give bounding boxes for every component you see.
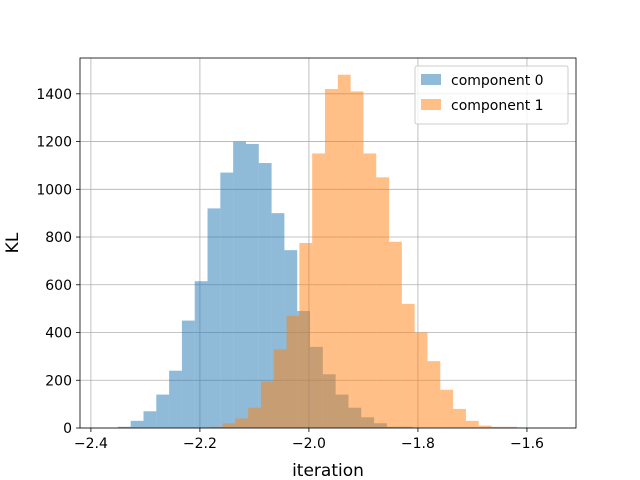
histogram-bar [286, 315, 300, 428]
histogram-bar [312, 153, 325, 429]
histogram-bar [117, 426, 131, 428]
legend-label: component 1 [451, 98, 544, 114]
x-tick-label: −1.8 [401, 436, 435, 452]
histogram-bar [478, 425, 492, 428]
histogram-bar [350, 91, 364, 429]
histogram-bar [156, 394, 170, 428]
y-tick-label: 800 [45, 230, 72, 246]
histogram-bar [169, 370, 182, 428]
histogram-bar [273, 349, 287, 428]
histogram-bar [233, 141, 246, 429]
histogram-bar [248, 407, 261, 428]
x-tick-label: −2.0 [292, 436, 326, 452]
histogram-bar [130, 420, 144, 428]
histogram-bar [414, 332, 428, 428]
histogram-bar [258, 163, 272, 428]
y-tick-label: 600 [45, 278, 72, 294]
histogram-bars [117, 74, 518, 429]
histogram-bar [504, 426, 518, 428]
legend-box [414, 65, 569, 125]
histogram-bar [235, 418, 249, 428]
histogram-bar [389, 241, 402, 428]
histogram-bar [143, 411, 157, 428]
histogram-bar [465, 420, 479, 428]
histogram-bar [453, 408, 466, 428]
legend: component 0 component 1 [414, 65, 569, 125]
histogram-bar [222, 423, 236, 428]
legend-swatch [421, 74, 441, 85]
histogram-bar [245, 143, 259, 428]
histogram-bar [401, 303, 415, 428]
histogram-bar [220, 172, 234, 428]
histogram-bar [427, 361, 441, 428]
histogram-bar [181, 320, 195, 428]
histogram-bar [325, 89, 338, 428]
y-tick-label: 400 [45, 326, 72, 342]
x-tick-label: −2.2 [183, 436, 217, 452]
series-1-bars [209, 74, 518, 429]
y-tick-label: 0 [63, 421, 72, 437]
y-tick-label: 200 [45, 373, 72, 389]
y-axis-label: KL [3, 232, 23, 253]
axis-ticks: −2.4 −2.2 −2.0 −1.8 −1.6 0 200 400 600 800 1000 120… [36, 87, 544, 452]
x-tick-label: −2.4 [74, 436, 108, 452]
histogram-bar [491, 426, 505, 428]
plot-frame [79, 57, 577, 429]
histogram-bar [260, 381, 274, 428]
histogram-bar [299, 243, 313, 428]
y-tick-label: 1200 [36, 135, 72, 151]
histogram-bar [376, 177, 390, 428]
y-tick-label: 1000 [36, 182, 72, 198]
y-tick-label: 1400 [36, 87, 72, 103]
legend-label: component 0 [451, 73, 544, 89]
histogram-bar [440, 389, 454, 428]
x-axis-label: iteration [292, 461, 364, 480]
histogram-bar [363, 153, 377, 429]
histogram-bar [194, 281, 208, 428]
histogram-bar [207, 208, 221, 428]
legend-swatch [421, 99, 441, 110]
x-tick-label: −1.6 [510, 436, 544, 452]
histogram-bar [337, 74, 351, 429]
histogram-bar [209, 426, 223, 428]
